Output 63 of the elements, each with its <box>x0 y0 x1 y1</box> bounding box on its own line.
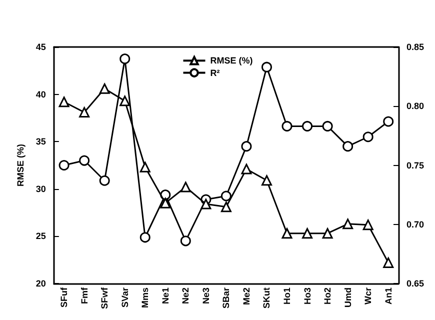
x-tick-label: Ne2 <box>180 288 191 304</box>
y-tick-label: 40 <box>36 89 46 100</box>
x-tick-label: SKut <box>262 288 272 308</box>
point <box>99 83 110 94</box>
x-tick-label: Ho3 <box>302 288 312 305</box>
x-tick-label: Ho2 <box>322 288 333 305</box>
point <box>261 62 272 72</box>
y-tick-label: 25 <box>36 231 46 242</box>
x-tick-label: SFwf <box>100 286 110 309</box>
y2-tick-label: 0.85 <box>406 42 424 52</box>
point <box>282 120 292 132</box>
point <box>342 141 354 152</box>
point <box>322 120 333 132</box>
legend-label: RMSE (%) <box>210 56 253 66</box>
point <box>140 162 150 172</box>
y2-tick-label: 0.75 <box>406 160 424 170</box>
x-tick-label: Ho1 <box>282 288 292 305</box>
point <box>261 175 272 186</box>
x-tick-label: Ne3 <box>200 288 211 304</box>
point <box>302 228 313 239</box>
point <box>220 202 232 212</box>
x-tick-label: Wcr <box>363 287 374 305</box>
x-tick-label: Me2 <box>241 288 252 306</box>
x-tick-label: Fmf <box>79 286 90 304</box>
y-tick-label: 35 <box>36 136 46 147</box>
y-tick-label: 20 <box>36 278 46 288</box>
x-tick-label: An1 <box>383 288 394 305</box>
point <box>160 198 171 208</box>
point <box>180 182 191 192</box>
y-tick-label: 30 <box>36 184 46 194</box>
point <box>79 107 90 118</box>
point <box>282 228 292 239</box>
y2-tick-label: 0.65 <box>406 278 424 288</box>
point <box>383 257 394 268</box>
y-tick-label: 45 <box>36 42 46 52</box>
point <box>322 228 333 239</box>
point <box>241 141 252 152</box>
point <box>200 198 212 210</box>
legend-label: R² <box>210 68 220 78</box>
point <box>383 116 394 127</box>
point <box>120 96 130 106</box>
point <box>180 236 191 246</box>
x-tick-label: Mms <box>140 288 150 308</box>
y-axis-title: RMSE (%) <box>16 144 26 186</box>
point <box>241 164 252 174</box>
y2-tick-label: 0.70 <box>406 219 424 230</box>
point <box>342 218 354 230</box>
x-tick-label: SVar <box>120 287 130 308</box>
y2-tick-label: 0.80 <box>406 101 424 112</box>
point <box>302 120 313 132</box>
point <box>120 54 130 64</box>
point <box>99 175 110 186</box>
point <box>220 190 232 202</box>
point <box>79 155 90 166</box>
point <box>58 96 70 108</box>
x-tick-label: SBar <box>221 287 232 309</box>
x-tick-label: SFuf <box>59 286 70 308</box>
x-tick-label: Umd <box>342 288 353 308</box>
point <box>140 232 150 243</box>
point <box>362 220 374 230</box>
point <box>362 132 374 142</box>
x-tick-label: Ne1 <box>160 288 170 304</box>
point <box>58 160 70 170</box>
